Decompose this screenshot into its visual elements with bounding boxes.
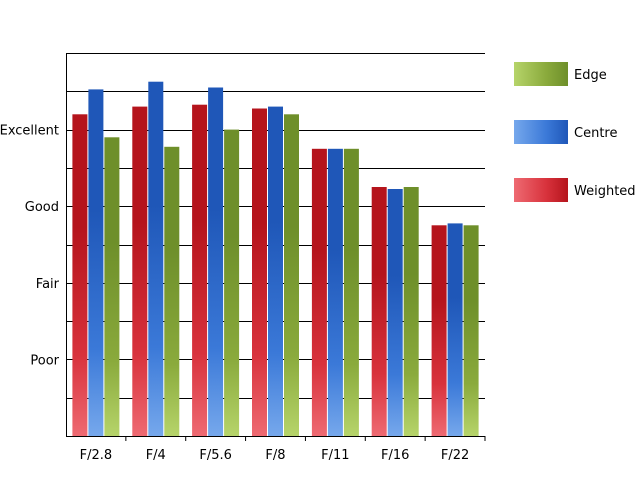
x-tick-label: F/22 [441, 448, 469, 463]
bar-centre-f4 [148, 81, 164, 436]
x-tick-label: F/5.6 [199, 448, 232, 463]
bar-weighted-f16 [371, 187, 387, 436]
legend-swatch-centre [514, 120, 568, 144]
axes [66, 53, 486, 441]
bar-centre-f11 [327, 148, 343, 437]
x-tick-label: F/8 [265, 448, 285, 463]
bar-centre-f56 [208, 87, 224, 436]
bar-weighted-f28 [72, 114, 88, 437]
bar-centre-f16 [387, 189, 403, 436]
legend-label-weighted: Weighted [574, 184, 636, 199]
bar-edge-f8 [284, 114, 299, 437]
legend-swatch-weighted [514, 178, 568, 202]
bar-edge-f4 [164, 146, 180, 437]
bar-centre-f8 [268, 106, 283, 436]
bar-centre-f28 [88, 89, 104, 437]
bar-edge-f28 [104, 137, 120, 437]
bar-edge-f16 [403, 187, 419, 436]
bar-weighted-f56 [192, 104, 208, 436]
bar-weighted-f22 [431, 225, 447, 436]
bar-weighted-f8 [252, 108, 267, 436]
x-tick-label: F/11 [321, 448, 349, 463]
x-tick-labels: F/2.8 F/4 F/5.6 F/8 F/11 F/16 F/22 [80, 448, 470, 463]
legend-label-centre: Centre [574, 126, 617, 141]
legend-label-edge: Edge [574, 68, 607, 83]
bar-weighted-f4 [132, 106, 148, 436]
y-tick-label: Good [25, 200, 59, 215]
y-tick-labels: Poor Fair Good Excellent [0, 124, 60, 369]
bars [72, 81, 479, 437]
y-tick-label: Fair [36, 277, 60, 292]
legend-swatch-edge [514, 62, 568, 86]
x-tick-label: F/16 [381, 448, 409, 463]
bar-weighted-f11 [311, 148, 327, 437]
x-tick-label: F/4 [146, 448, 166, 463]
y-tick-label: Poor [30, 353, 59, 368]
bar-edge-f56 [224, 129, 240, 436]
x-tick-label: F/2.8 [80, 448, 113, 463]
bar-centre-f22 [447, 223, 463, 436]
bar-edge-f22 [463, 225, 479, 436]
bar-edge-f11 [343, 148, 359, 437]
y-tick-label: Excellent [0, 124, 59, 139]
legend: Edge Centre Weighted [514, 62, 636, 202]
